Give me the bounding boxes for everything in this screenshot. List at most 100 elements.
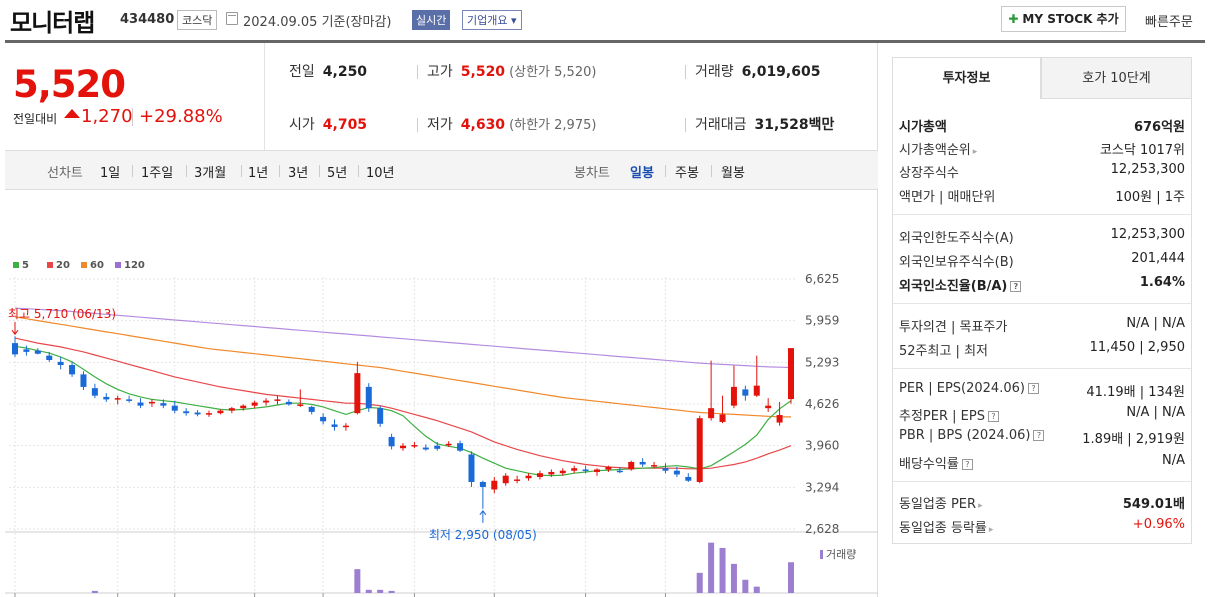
candle-body (240, 405, 247, 409)
candle-body (594, 469, 600, 472)
tab-daily[interactable]: 일봉 (630, 166, 654, 181)
candle-body (34, 350, 41, 354)
tab-10y[interactable]: 10년 (366, 166, 395, 181)
volume-bar (708, 542, 715, 593)
tab-divider (132, 165, 133, 177)
candle-chart[interactable]: 6,6255,9595,2934,6263,9603,2942,62806/13… (5, 190, 878, 597)
tab-1y[interactable]: 1년 (248, 166, 269, 181)
row-label-text: 동일업종 등락률 (899, 521, 987, 536)
stat-value: 6,019,605 (741, 64, 821, 80)
mystock-add-button[interactable]: ✚ MY STOCK 추가 (1001, 6, 1126, 32)
company-info-dropdown[interactable]: 기업개요 ▾ (462, 10, 522, 30)
realtime-button[interactable]: 실시간 (412, 10, 451, 30)
row-label: 외국인소진율(B/A)? (899, 275, 1022, 294)
change-label: 전일대비 (13, 112, 58, 126)
stock-code: 434480 (120, 12, 175, 27)
quick-order-link[interactable]: 빠른주문 (1145, 15, 1193, 30)
row-label: 52주최고 | 최저 (899, 344, 988, 359)
invest-tabs: 투자정보 호가 10단계 (892, 57, 1192, 99)
stock-header: 모니터랩 434480 코스닥 2024.09.05 기준(장마감) 실시간 기… (0, 0, 1211, 41)
stat-label: 거래량 (695, 64, 734, 80)
candle-body (263, 400, 270, 403)
row-value: 41.19배 | 134원 (1086, 385, 1185, 400)
stat-open: 시가 4,705 (289, 114, 367, 134)
row-label: 추정PER | EPS? (899, 405, 999, 424)
price-change: 1,270 (81, 106, 133, 127)
help-icon[interactable]: ? (961, 459, 973, 470)
tab-weekly[interactable]: 주봉 (675, 166, 699, 181)
tab-1w[interactable]: 1주일 (141, 166, 174, 181)
price-stats: 전일 4,250 고가 5,520 (상한가 5,520) 거래량 6,019,605 … (267, 43, 878, 150)
candle-chart-label: 봉차트 (574, 166, 610, 181)
volume-bar (742, 579, 749, 593)
amount-unit: 백만 (808, 117, 835, 133)
row-sector-rate[interactable]: 동일업종 등락률 ▸ +0.96% (899, 514, 1185, 536)
tab-monthly[interactable]: 월봉 (721, 166, 745, 181)
tab-5y[interactable]: 5년 (327, 166, 348, 181)
candle-body (320, 416, 327, 422)
candle-body (183, 411, 190, 414)
candle-body (171, 405, 178, 411)
stat-label: 고가 (427, 64, 453, 80)
stat-value: 5,520 (460, 64, 506, 80)
row-opinion: 투자의견 | 목표주가 N/A | N/A (899, 313, 1185, 335)
help-icon[interactable]: ? (1027, 383, 1039, 394)
candle-body (148, 401, 155, 404)
stat-value: 31,528 (754, 117, 809, 133)
candle-body (69, 365, 76, 375)
row-label-text: 시가총액순위 (899, 143, 971, 158)
candle-body (582, 469, 589, 471)
candle-body (457, 443, 464, 451)
tab-invest-info[interactable]: 투자정보 (892, 57, 1041, 99)
row-value: 201,444 (1131, 251, 1185, 266)
row-sector-per[interactable]: 동일업종 PER ▸ 549.01배 (899, 490, 1185, 512)
candle-body (354, 373, 361, 414)
help-icon[interactable]: ? (987, 411, 999, 422)
legend-swatch (47, 262, 53, 268)
tab-divider (665, 165, 666, 177)
row-foreign-rate: 외국인소진율(B/A)? 1.64% (899, 272, 1185, 294)
tab-1d[interactable]: 1일 (100, 166, 121, 181)
legend-label: 60 (90, 260, 104, 271)
row-value: 549.01배 (1122, 497, 1185, 512)
tab-divider (186, 165, 187, 177)
ma120-line (14, 307, 792, 369)
row-shares: 상장주식수 12,253,300 (899, 159, 1185, 181)
row-label: 외국인보유주식수(B) (899, 255, 1014, 270)
candle-body (91, 388, 98, 396)
candle-body (765, 405, 772, 409)
candle-body (285, 401, 292, 405)
investment-info-panel: 투자정보 호가 10단계 시가총액 676억원 시가총액순위 ▸ 코스닥 1017… (892, 57, 1192, 544)
legend-label: 20 (56, 260, 70, 271)
chevron-right-icon: ▸ (978, 501, 983, 511)
row-value: 코스닥 1017위 (1099, 143, 1185, 158)
tab-divider (241, 165, 242, 177)
help-icon[interactable]: ? (1010, 281, 1022, 292)
high-annotation: 최고 5,710 (06/13) (8, 307, 116, 321)
stat-label: 시가 (289, 117, 315, 133)
tab-3m[interactable]: 3개월 (194, 166, 227, 181)
help-icon[interactable]: ? (1033, 430, 1045, 441)
candle-body (514, 479, 521, 481)
candle-body (639, 461, 646, 465)
volume-label: 거래량 (826, 548, 856, 561)
row-52week: 52주최고 | 최저 11,450 | 2,950 (899, 337, 1185, 359)
volume-bar (753, 586, 760, 593)
row-value: N/A (1162, 453, 1185, 468)
tab-orderbook[interactable]: 호가 10단계 (1041, 57, 1192, 99)
high-arrow-head (11, 329, 19, 336)
candle-body (80, 374, 87, 387)
candle-body (114, 398, 121, 400)
y-tick-label: 3,294 (805, 480, 839, 494)
candle-body (719, 414, 726, 422)
y-tick-label: 5,293 (805, 355, 839, 369)
row-pbr-bps: PBR | BPS (2024.06)? 1.89배 | 2,919원 (899, 425, 1185, 447)
candle-body (662, 468, 669, 471)
candle-body (297, 404, 304, 406)
candle-body (616, 470, 623, 473)
candle-body (217, 410, 224, 414)
row-market-cap-rank[interactable]: 시가총액순위 ▸ 코스닥 1017위 (899, 136, 1185, 158)
tab-3y[interactable]: 3년 (288, 166, 309, 181)
candle-body (126, 399, 133, 401)
row-label: 배당수익률? (899, 453, 973, 472)
